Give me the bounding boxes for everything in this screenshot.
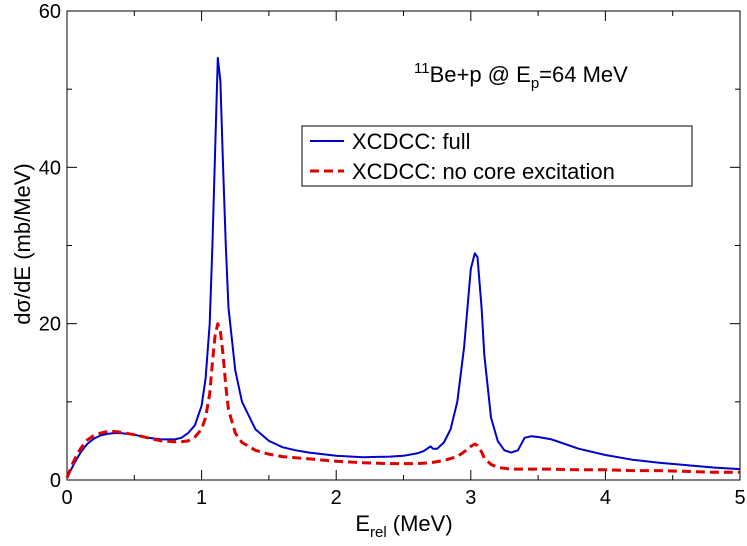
axis-ticks: 0 1 2 3 4 5 0 20 40 60 (39, 1, 746, 509)
x-tick-label-5: 5 (734, 487, 745, 509)
legend-label-full: XCDCC: full (352, 129, 471, 154)
series-line-1 (65, 322, 740, 479)
x-axis-label-main: E (355, 511, 370, 536)
annotation-sup: 11 (414, 60, 430, 77)
x-axis-label-sub: rel (370, 524, 387, 541)
legend-box (301, 125, 693, 187)
annotation-sub: p (531, 75, 539, 92)
x-tick-label-2: 2 (331, 487, 342, 509)
x-tick-label-0: 0 (61, 487, 72, 509)
annotation-part1: Be+p @ E (430, 62, 531, 87)
x-axis-label-unit: (MeV) (387, 511, 453, 536)
plot-frame (66, 10, 741, 481)
y-axis-label: dσ/dE (mb/MeV) (10, 163, 35, 325)
legend-label-no-core: XCDCC: no core excitation (352, 159, 615, 184)
y-tick-label-3: 60 (39, 1, 61, 23)
x-tick-label-4: 4 (600, 487, 611, 509)
plot-area: 0 1 2 3 4 5 0 20 40 60 (39, 1, 746, 509)
series-layer (65, 56, 741, 479)
y-tick-label-2: 40 (39, 157, 61, 179)
annotation: 11Be+p @ Ep=64 MeV (414, 60, 628, 92)
x-tick-label-1: 1 (196, 487, 207, 509)
x-axis-label: Erel (MeV) (355, 511, 452, 541)
annotation-part2: =64 MeV (539, 62, 628, 87)
x-tick-label-3: 3 (465, 487, 476, 509)
series-line-0 (66, 56, 741, 479)
y-tick-label-0: 0 (50, 470, 61, 492)
legend: XCDCC: full XCDCC: no core excitation (301, 125, 693, 187)
y-tick-label-1: 20 (39, 314, 61, 336)
